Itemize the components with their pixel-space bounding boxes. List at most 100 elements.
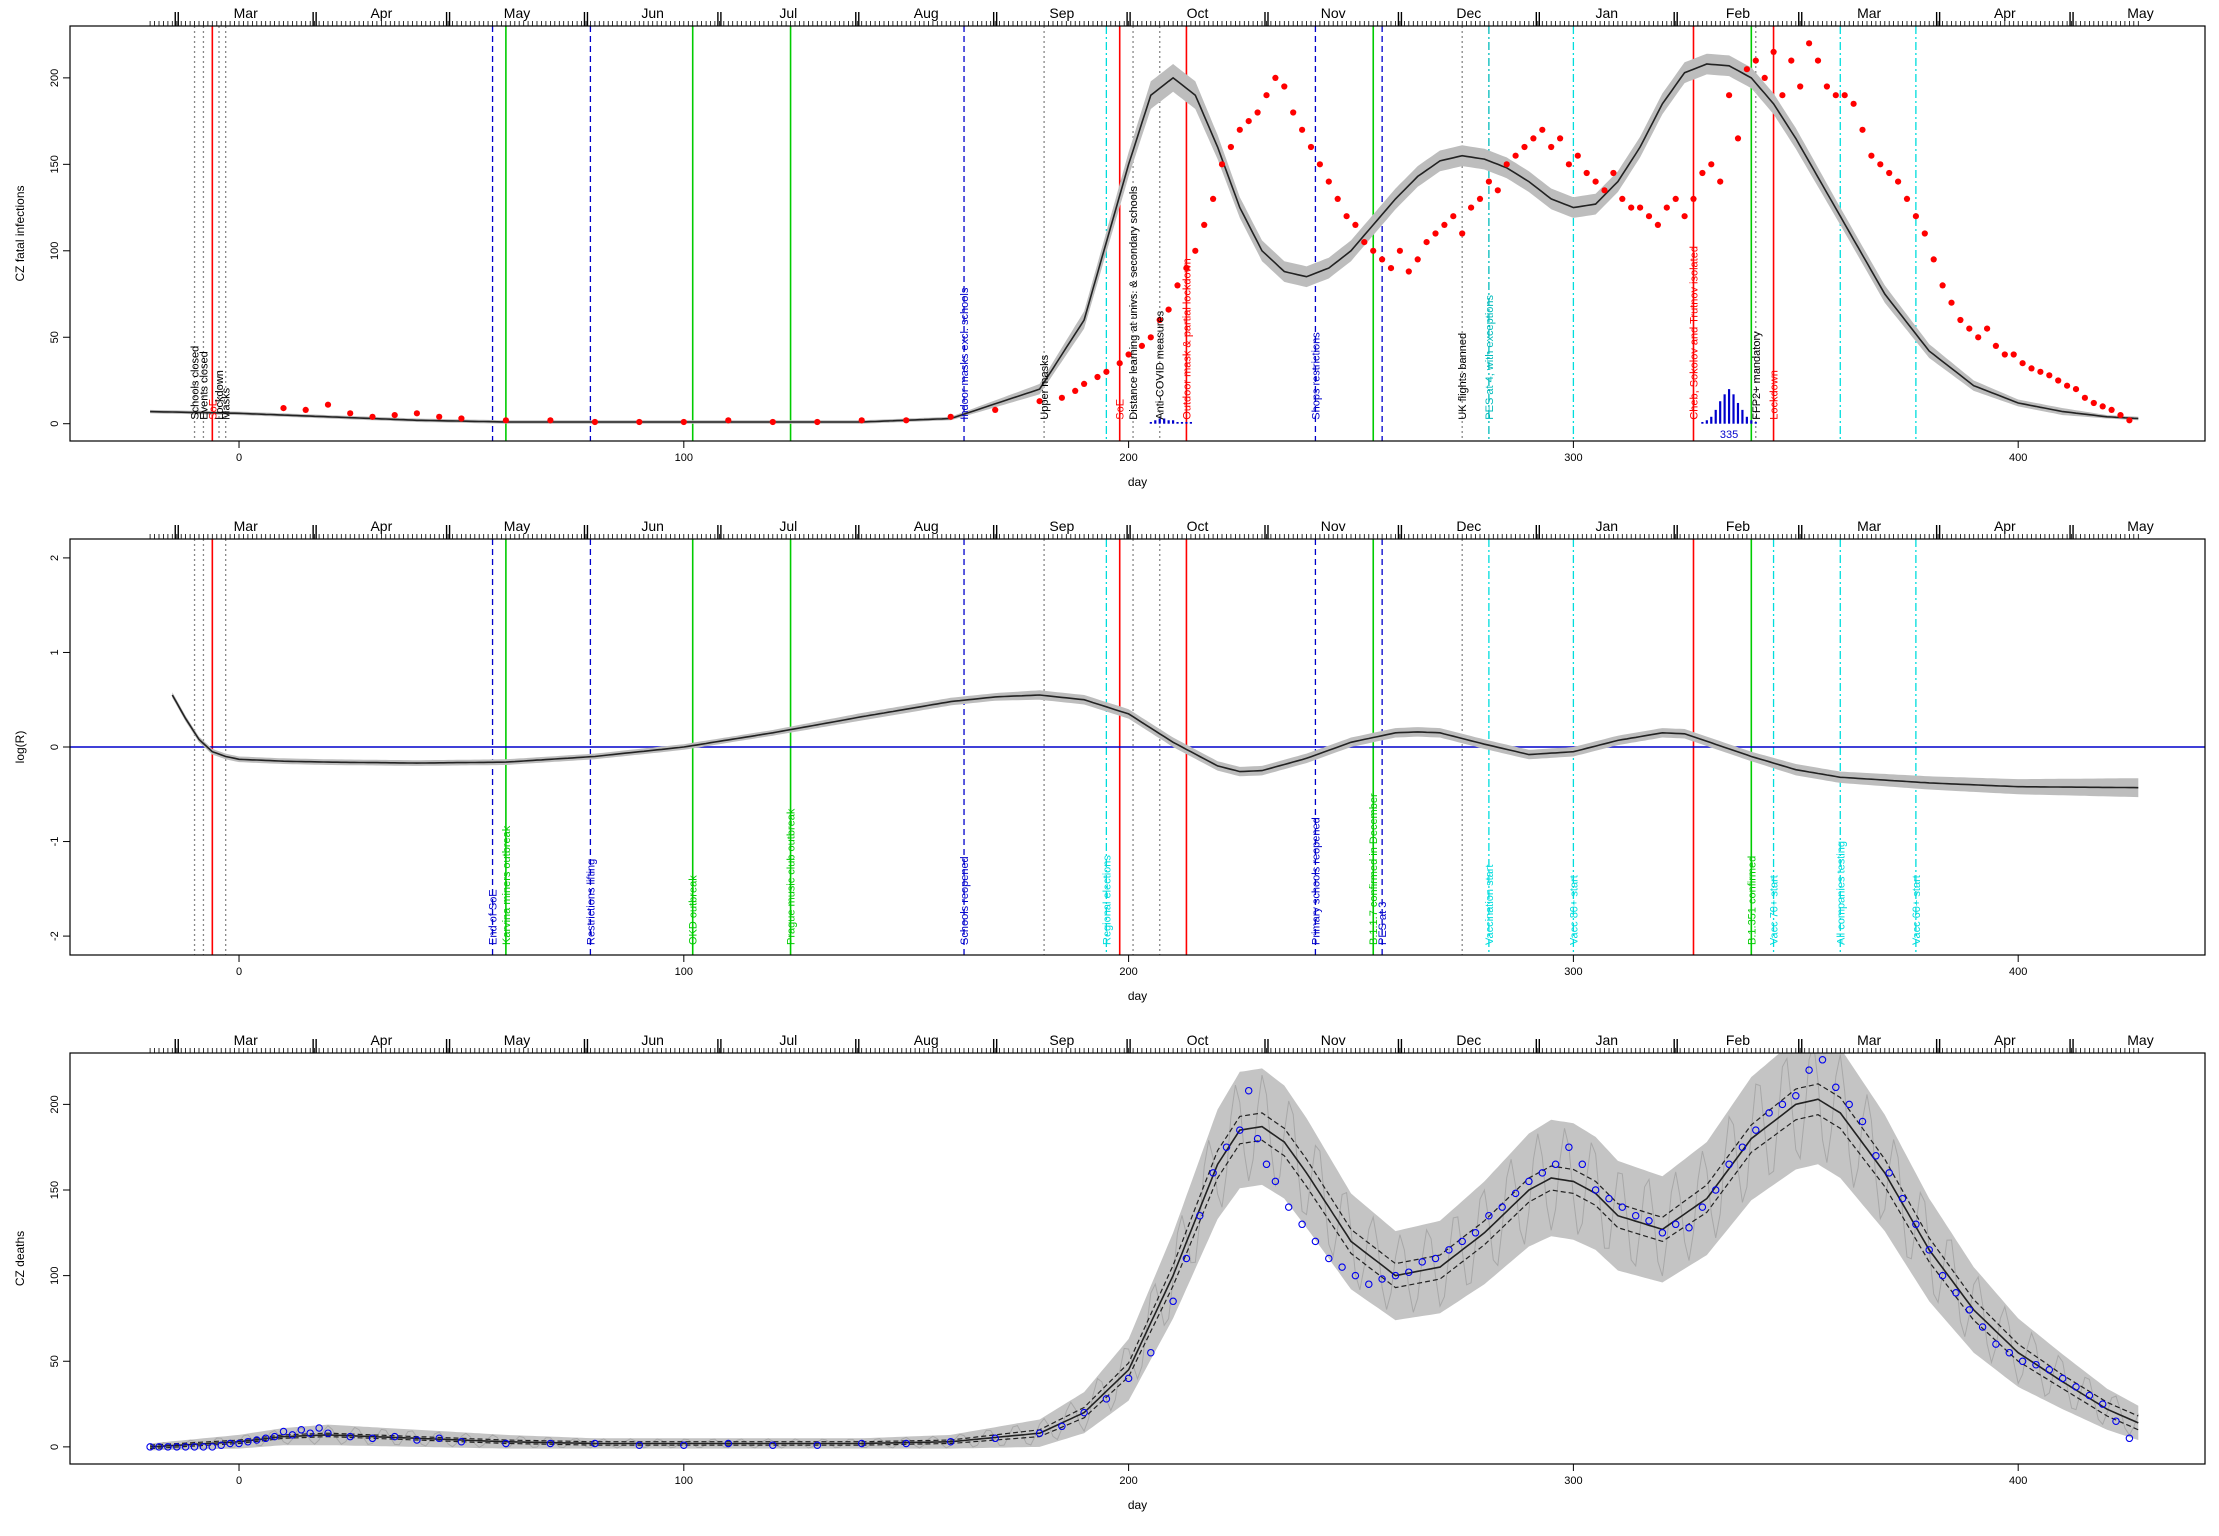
y-tick-label: 50 [49,331,61,343]
y-tick-label: 200 [49,1095,61,1113]
data-point [1125,351,1132,358]
data-point [1654,221,1661,228]
data-point [2090,399,2097,407]
month-label: Aug [914,518,939,534]
data-point [813,1441,822,1449]
data-point [1498,1203,1506,1211]
y-axis-label: CZ fatal infections [13,185,27,281]
data-point [1072,387,1079,394]
data-point [164,1443,172,1451]
prediction-band [150,1053,2139,1451]
data-point [1307,143,1315,151]
data-point [1471,1229,1480,1237]
data-point [1391,1271,1400,1280]
data-point [2108,406,2115,413]
data-point [1548,143,1555,151]
event-label: Vaccination start [1484,864,1496,945]
data-point [2126,417,2133,424]
data-point [1966,325,1973,332]
data-point [253,1436,261,1444]
data-point [1637,204,1644,211]
month-label: Sep [1049,518,1074,534]
data-point [1601,187,1608,194]
x-tick-label: 300 [1564,1475,1582,1487]
month-label: Feb [1726,5,1750,21]
data-point [1298,1220,1306,1229]
ci-upper [150,1083,2139,1446]
simulated-traces [149,1053,2139,1451]
data-point [591,1439,599,1448]
data-point [1975,334,1982,341]
data-point [1591,1186,1600,1194]
data-point [1521,143,1528,151]
data-point [1605,1194,1613,1203]
data-point [2028,365,2035,372]
data-point [1938,1271,1947,1280]
data-point [1281,83,1288,90]
ci-lower [150,1114,2139,1450]
data-point [1921,230,1928,237]
data-point [547,417,554,424]
data-point [1551,1160,1560,1169]
month-label: Feb [1726,518,1750,534]
month-axis: Mar Apr May Jun Jul Aug Sep Oct Nov Dec Jan Feb Mar A… [149,518,2154,539]
data-point [1872,1152,1880,1160]
month-label: Jan [1595,518,1618,534]
month-label: Oct [1187,518,1209,534]
data-point [1245,118,1252,125]
data-point [1788,57,1795,64]
event-label: PES at 4, with exceptions [1484,294,1496,419]
month-label: Aug [914,1032,939,1048]
data-point [1805,1066,1813,1074]
y-tick-label: 0 [49,744,61,750]
data-point [1743,66,1750,73]
y-tick-label: 100 [49,242,61,260]
y-tick-label: 150 [49,1181,61,1199]
month-label: Mar [1857,518,1881,534]
data-point [858,417,865,424]
event-label: End of SoE [488,889,500,945]
data-point [435,1434,443,1443]
event-label: Schools reopened [959,856,971,945]
event-label: Restrictions lifting [585,859,597,945]
data-point [1094,373,1101,381]
data-point [1147,334,1154,341]
data-point [1583,169,1590,177]
data-point [1236,126,1243,133]
event-label: Cheb, Sokolov and Trutnov isolated [1688,246,1700,420]
data-point [181,1443,190,1451]
data-point [1698,1203,1707,1211]
data-point [1939,282,1946,289]
data-point [2085,1391,2094,1400]
data-point [1752,1126,1760,1134]
x-tick-label: 400 [2009,452,2027,464]
data-point [1886,169,1893,177]
data-point [1192,247,1199,254]
data-point [1503,161,1510,168]
data-point [1124,1374,1133,1383]
event-label: Lockdown [214,370,226,420]
data-point [1814,57,1822,64]
data-point [635,1441,644,1449]
data-point [1036,398,1043,405]
month-label: Dec [1456,1032,1481,1048]
peak-day-label: 335 [1720,429,1738,441]
data-point [1992,342,1999,349]
x-tick-label: 100 [675,1475,693,1487]
data-point [2064,382,2071,389]
data-point [324,401,332,408]
data-point [1574,152,1581,159]
data-point [1711,1186,1720,1194]
data-point [346,1432,354,1441]
plot-area: End of SoE Karvina miners outbreak Restric… [70,539,2205,955]
fit-curve [150,63,2139,423]
data-point [226,1439,234,1448]
data-point [1182,1254,1191,1263]
data-point [1845,1100,1853,1109]
data-point [1778,1100,1787,1109]
data-point [2099,403,2106,410]
fit-curve [171,694,2139,789]
month-label: May [2127,1032,2153,1048]
month-label: Jun [641,518,664,534]
month-label: Jun [641,5,664,21]
